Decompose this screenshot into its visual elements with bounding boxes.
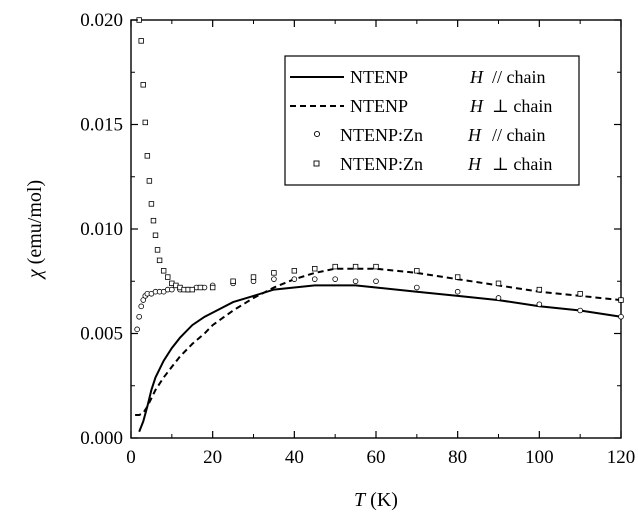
x-tick-label: 20 [203,447,222,468]
x-tick-label: 0 [126,447,136,468]
data-point [136,313,142,320]
legend-sample: NTENP [350,67,408,87]
data-point [332,276,338,282]
x-tick-label: 120 [607,447,636,468]
y-axis: 0.000 0.005 0.010 0.015 0.020 [80,10,621,449]
data-point [373,278,379,285]
series-line [135,267,622,416]
data-point [536,301,543,308]
data-point [414,284,420,291]
data-point [138,303,145,310]
data-point [250,274,257,280]
data-point [138,38,144,44]
data-point [140,82,146,88]
data-point [189,286,195,293]
data-point [169,286,175,293]
x-tick-label: 80 [448,447,467,468]
legend-sample: NTENP:Zn [340,125,423,145]
data-point [373,263,379,270]
data-point [209,284,216,291]
data-point [271,276,277,282]
data-point [142,119,148,126]
x-tick-label: 40 [285,447,304,468]
data-point [152,232,159,238]
data-point [414,268,420,274]
y-tick-label: 0.000 [80,428,123,449]
data-point [144,153,151,159]
legend-entry-1: NTENP H// chain [350,67,545,87]
data-point [618,313,624,320]
data-point [197,284,204,291]
series-line [138,284,622,433]
y-axis-title: χ (emu/mol) [24,180,46,280]
x-tick-label: 100 [525,447,554,468]
data-point [454,274,461,280]
data-point [230,278,236,284]
legend-marker-square [313,160,320,167]
data-point [311,276,318,282]
data-point [146,178,153,184]
data-point [154,247,161,253]
data-point [156,257,163,264]
data-point [160,268,167,274]
data-point [352,263,359,270]
data-point [291,276,298,282]
data-point [495,295,502,301]
legend-entry-2: NTENP H ⊥ chain [350,96,552,116]
data-point [454,288,461,295]
data-point [577,307,583,314]
x-tick-label: 60 [367,447,386,468]
data-point [618,297,624,303]
data-point [150,217,157,224]
legend-sample: NTENP [350,96,408,116]
data-point [291,268,298,274]
legend-entry-4: NTENP:Zn H ⊥ chain [340,154,552,174]
data-point [495,280,502,287]
data-point [352,278,359,285]
data-point [148,201,155,207]
x-axis-title: T (K) [354,489,398,511]
data-point [332,263,338,270]
series-layer [134,17,624,433]
legend-entry-3: NTENP:Zn H// chain [340,125,545,145]
y-tick-label: 0.020 [80,10,123,31]
data-point [271,270,277,276]
legend-sample: NTENP:Zn [340,154,423,174]
y-tick-label: 0.010 [80,219,123,240]
y-tick-label: 0.005 [80,324,123,345]
data-point [577,291,583,297]
data-point [312,266,318,272]
x-axis: 0 20 40 60 80 100 120 [126,20,635,468]
data-point [536,286,543,293]
legend: NTENP H// chain NTENP H ⊥ chain NTENP:Zn H//… [284,55,580,186]
data-point [165,274,171,280]
y-tick-label: 0.015 [80,115,123,136]
data-point [134,326,140,333]
legend-marker-circle [313,130,321,138]
